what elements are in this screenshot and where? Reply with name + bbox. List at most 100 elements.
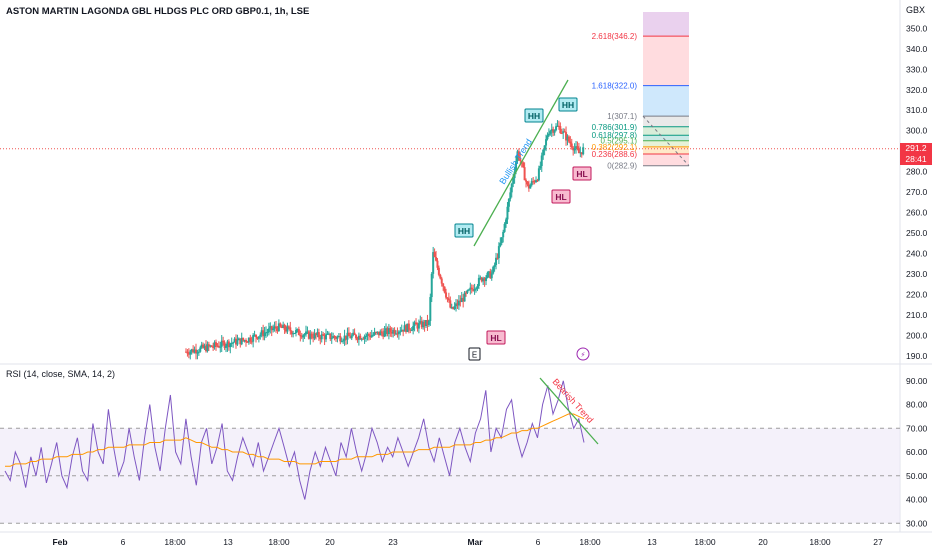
candle-body (543, 145, 546, 150)
candle-body (460, 297, 463, 303)
candle-body (365, 335, 368, 337)
fib-zone (643, 146, 689, 155)
candle-body (336, 336, 339, 339)
candle-body (260, 330, 263, 335)
candle-body (413, 322, 416, 326)
rsi-indicator-label[interactable]: RSI (14, close, SMA, 14, 2) (6, 369, 116, 379)
flash-icon (576, 347, 590, 361)
candle-body (426, 320, 429, 325)
fib-level-label: 0.382(292.1) (592, 143, 638, 152)
currency-label: GBX (906, 5, 926, 15)
time-tick-label: 23 (388, 537, 398, 547)
candle-body (206, 344, 209, 352)
candle-body (319, 337, 322, 340)
candle-body (557, 125, 560, 127)
candle-body (490, 273, 493, 279)
time-tick-label: 13 (647, 537, 657, 547)
candle-body (389, 328, 392, 332)
candle-body (320, 334, 323, 340)
candle-body (309, 333, 312, 339)
candle-body (410, 330, 413, 332)
candle-body (530, 181, 533, 186)
bar-countdown: 28:41 (905, 154, 927, 164)
fib-level-label: 0.618(297.8) (592, 131, 638, 140)
fib-zone (643, 154, 689, 166)
fib-level-label: 1.618(322.0) (592, 82, 638, 91)
candle-body (427, 320, 430, 325)
candle-body (532, 181, 535, 183)
marker-label: HH (562, 100, 574, 110)
candle-body (229, 343, 232, 348)
candle-body (383, 330, 386, 337)
candle-body (210, 345, 213, 347)
candle-body (347, 332, 350, 337)
candle-body (233, 338, 236, 343)
candle-body (307, 331, 310, 339)
candle-body (299, 335, 302, 337)
candle-body (446, 297, 449, 299)
chart-title: ASTON MARTIN LAGONDA GBL HLDGS PLC ORD G… (6, 6, 310, 17)
candle-body (565, 132, 568, 141)
candle-body (266, 332, 269, 334)
candle-body (202, 344, 205, 348)
fib-level-label: 0.5(295.1) (601, 137, 638, 146)
bullish-trend-label: Bullish Trend (497, 137, 534, 186)
candle-body (437, 267, 440, 275)
candle-body (563, 131, 566, 133)
marker-label: HL (490, 333, 501, 343)
time-tick-label: 20 (758, 537, 768, 547)
candle-body (303, 334, 306, 336)
candle-body (276, 328, 279, 331)
candle-body (409, 329, 412, 331)
candle-body (570, 143, 573, 148)
candle-body (230, 342, 233, 344)
candle-body (453, 306, 456, 309)
candle-body (462, 297, 465, 302)
candle-body (507, 198, 510, 207)
candle-body (519, 158, 522, 161)
higher-high-marker (524, 108, 544, 123)
time-tick-label: Feb (52, 537, 67, 547)
candle-body (253, 334, 256, 336)
candle-body (559, 126, 562, 134)
candle-body (499, 243, 502, 247)
candle-body (226, 341, 229, 347)
candle-body (567, 136, 570, 142)
candle-body (429, 297, 432, 321)
candle-body (455, 303, 458, 307)
candle-body (546, 135, 549, 140)
candle-body (209, 345, 212, 347)
candle-body (270, 326, 273, 331)
candle-body (219, 346, 222, 348)
candle-body (363, 336, 366, 339)
earnings-icon-label: E (472, 351, 477, 360)
candle-body (480, 277, 483, 282)
candle-body (417, 323, 420, 329)
candle-body (187, 353, 190, 355)
candle-body (337, 336, 340, 338)
candle-body (560, 133, 563, 135)
candle-body (203, 345, 206, 348)
candle-body (362, 338, 365, 340)
candle-body (505, 219, 508, 224)
candle-body (576, 146, 579, 149)
price-tick-label: 240.0 (906, 248, 928, 258)
rsi-tick-label: 40.00 (906, 495, 928, 505)
candle-body (300, 336, 303, 338)
price-tick-label: 270.0 (906, 187, 928, 197)
candle-body (515, 161, 518, 172)
candle-body (269, 326, 272, 329)
candle-body (535, 180, 538, 183)
candle-body (540, 155, 543, 167)
candle-body (370, 335, 373, 338)
marker-label: HH (528, 111, 540, 121)
candle-body (390, 331, 393, 334)
price-tick-label: 330.0 (906, 64, 928, 74)
candle-body (356, 338, 359, 340)
higher-low-marker (486, 330, 506, 345)
candle-body (500, 237, 503, 244)
candle-body (185, 351, 187, 353)
candle-body (197, 351, 200, 353)
candle-body (242, 337, 245, 341)
